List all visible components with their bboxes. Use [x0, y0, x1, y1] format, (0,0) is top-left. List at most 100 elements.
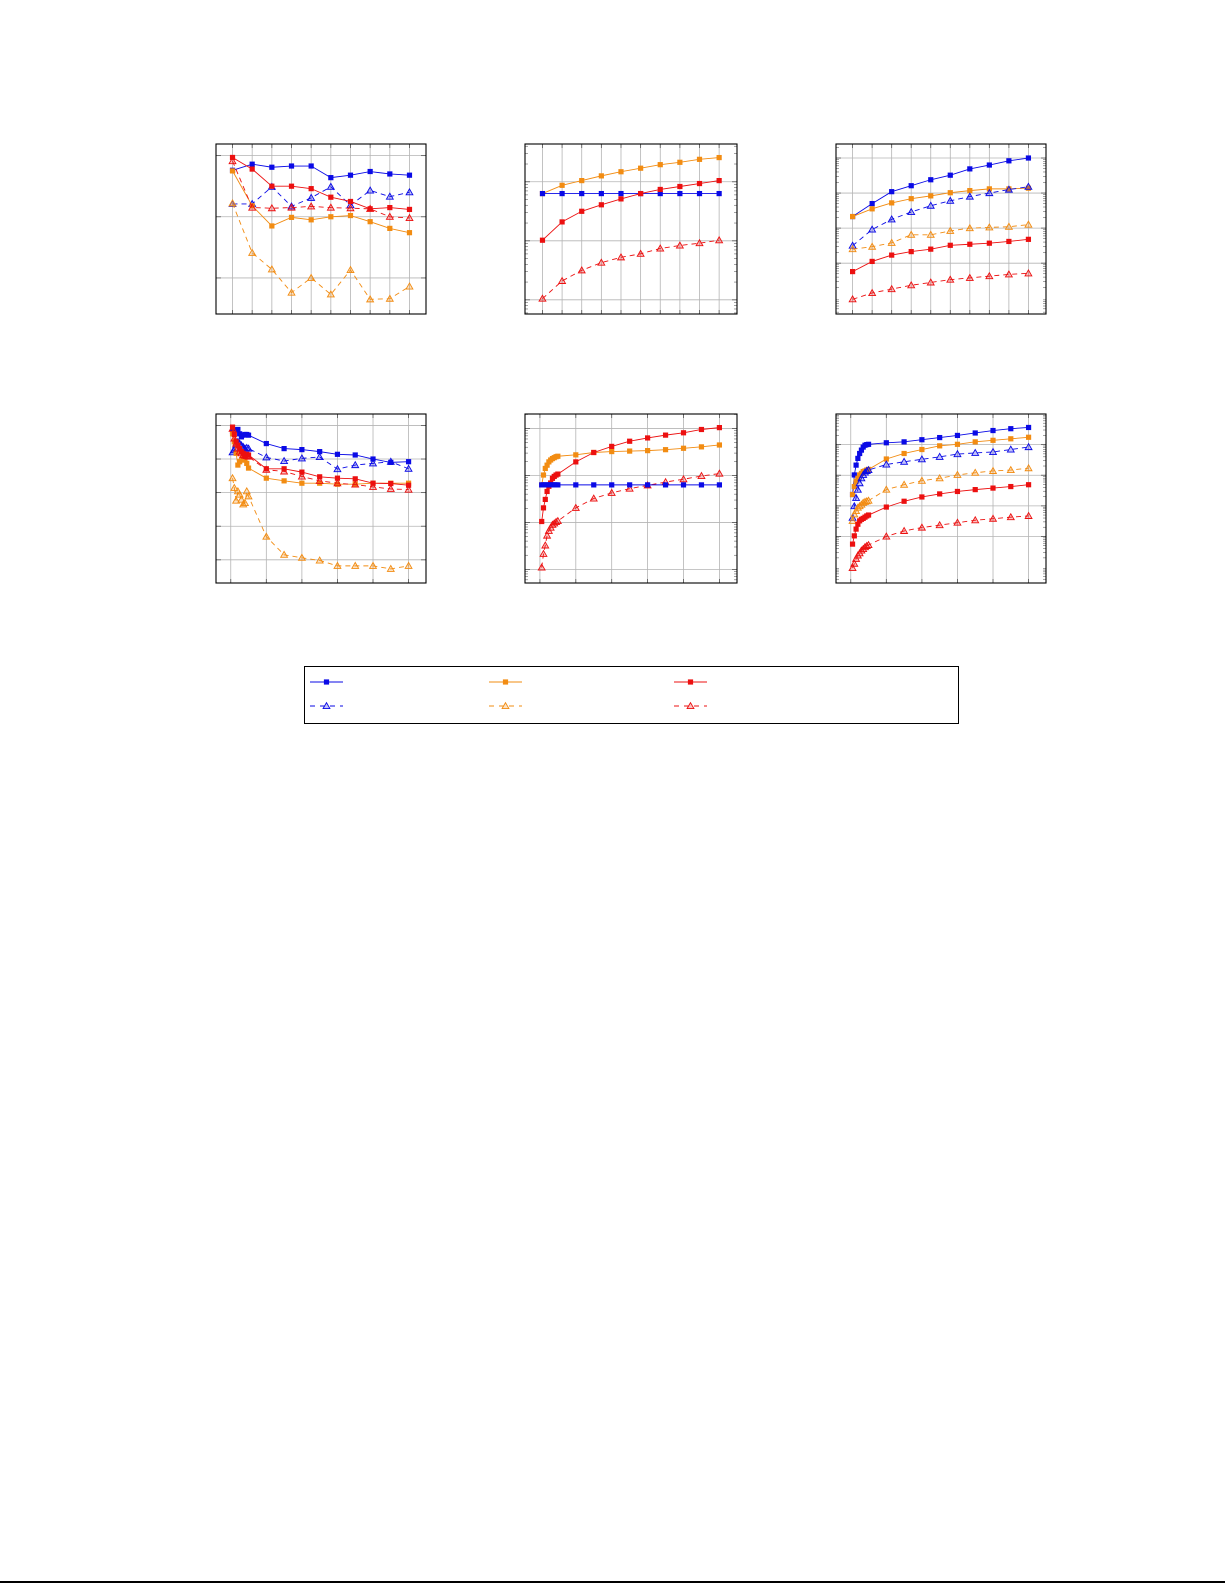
data-point [269, 223, 275, 229]
data-point [315, 476, 324, 484]
data-point [328, 194, 334, 200]
data-point [716, 190, 722, 197]
data-point [367, 219, 373, 225]
data-point [249, 161, 255, 167]
data-point [1004, 185, 1014, 193]
data-point [990, 485, 996, 491]
data-point [971, 468, 980, 476]
data-point [850, 559, 859, 567]
chart-panel-2 [524, 143, 738, 315]
data-point [851, 533, 857, 539]
data-point [365, 204, 375, 212]
data-point [279, 456, 289, 465]
data-point [315, 556, 324, 564]
data-point [954, 488, 961, 495]
data-point [262, 453, 271, 461]
data-point [869, 206, 875, 212]
data-point [404, 485, 413, 493]
data-point [333, 464, 342, 473]
data-point [917, 455, 927, 463]
data-point [849, 491, 856, 498]
series-blue-solid [229, 161, 413, 181]
data-point [539, 518, 545, 525]
data-point [235, 462, 241, 468]
data-point [386, 564, 395, 572]
data-point [229, 424, 236, 430]
series-orange-dashed [228, 473, 413, 572]
series-orange-dashed [228, 199, 414, 303]
data-point [901, 450, 907, 457]
data-point [559, 182, 565, 188]
data-point [947, 172, 953, 178]
data-point [370, 456, 376, 462]
data-point [972, 439, 978, 445]
data-point [887, 215, 896, 223]
data-point [244, 492, 253, 500]
data-point [351, 460, 360, 469]
data-point [867, 225, 877, 233]
data-point [328, 214, 334, 220]
data-point [328, 175, 334, 181]
data-point [848, 294, 857, 303]
data-point [869, 258, 875, 265]
data-point [367, 168, 373, 175]
series-orange-solid [539, 442, 723, 488]
data-point [248, 248, 257, 256]
data-point [645, 482, 651, 488]
series-line [232, 478, 409, 570]
data-point [269, 164, 275, 170]
data-point [263, 440, 269, 447]
data-point [1025, 434, 1032, 440]
data-point [557, 276, 567, 284]
plot-frame [524, 413, 738, 584]
data-point [609, 443, 615, 449]
data-point [698, 444, 705, 450]
series-blue-dashed [228, 437, 413, 473]
legend-marker [323, 679, 330, 685]
data-point [589, 494, 598, 502]
data-point [967, 188, 973, 194]
data-point [698, 426, 705, 433]
legend-entry-orange-solid [489, 679, 522, 685]
data-point [288, 214, 295, 220]
data-point [935, 473, 944, 482]
data-point [662, 482, 669, 488]
data-point [249, 166, 255, 172]
data-point [607, 488, 616, 496]
data-point [306, 273, 316, 281]
series-line [852, 238, 1029, 272]
data-point [965, 273, 974, 281]
data-point [928, 177, 934, 183]
data-point [317, 449, 323, 455]
data-point [367, 206, 373, 212]
data-point [244, 460, 250, 466]
data-point [1006, 238, 1012, 245]
data-point [677, 183, 683, 190]
data-point [235, 447, 244, 455]
data-point [954, 441, 961, 447]
data-point [679, 474, 688, 483]
data-point [242, 457, 248, 463]
data-point [889, 200, 895, 206]
data-point [368, 482, 378, 490]
data-point [237, 431, 243, 437]
data-point [848, 563, 857, 571]
data-point [882, 460, 891, 468]
legend-marker [501, 701, 510, 709]
legend-entry-blue-dashed [310, 701, 343, 709]
data-point [288, 183, 295, 189]
data-point [365, 295, 375, 303]
page-bottom-rule [0, 1581, 1225, 1583]
data-point [1024, 182, 1033, 190]
data-point [299, 480, 305, 486]
data-point [1008, 426, 1014, 432]
data-point [347, 172, 354, 178]
data-point [1024, 269, 1033, 277]
data-point [657, 190, 663, 197]
data-point [899, 457, 909, 465]
data-point [279, 467, 289, 475]
data-point [926, 201, 935, 209]
data-point [716, 425, 723, 431]
data-point [308, 186, 314, 192]
data-point [230, 483, 239, 491]
